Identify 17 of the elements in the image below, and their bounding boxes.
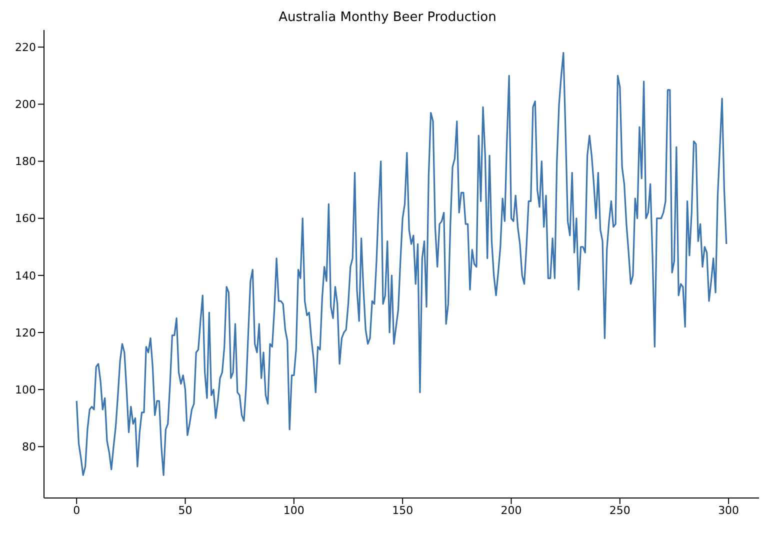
x-tick-label: 100: [283, 504, 304, 517]
x-tick-label: 300: [718, 504, 740, 517]
y-tick-label: 160: [15, 212, 36, 226]
y-tick-label: 140: [15, 269, 36, 282]
line-series: [76, 52, 728, 476]
x-tick-label: 200: [500, 504, 522, 517]
y-tick-label: 220: [15, 41, 36, 54]
x-tick-label: 150: [392, 504, 414, 517]
y-tick-label: 180: [15, 155, 36, 168]
x-tick-label: 250: [609, 504, 630, 517]
y-tick-label: 100: [15, 383, 36, 396]
chart-title: Australia Monthy Beer Production: [278, 9, 498, 27]
y-tick-label: 80: [22, 440, 36, 454]
x-tick-label: 0: [73, 504, 80, 517]
x-tick-label: 50: [178, 504, 192, 517]
y-tick-label: 200: [15, 98, 36, 112]
y-tick-label: 120: [15, 326, 36, 340]
